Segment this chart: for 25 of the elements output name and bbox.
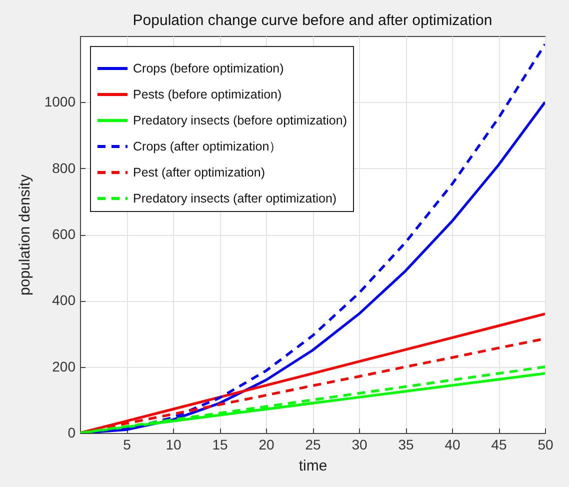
legend-label: Pests (before optimization) (133, 88, 282, 102)
x-tick-label: 45 (491, 436, 507, 452)
y-tick-label: 600 (52, 226, 76, 242)
x-tick-label: 35 (398, 436, 414, 452)
x-tick-label: 15 (212, 436, 228, 452)
x-tick-label: 20 (258, 436, 274, 452)
y-tick-label: 200 (52, 358, 76, 374)
legend-label: Predatory insects (after optimization) (133, 192, 337, 206)
legend-label: Pest (after optimization) (133, 166, 265, 180)
y-axis-title: population density (16, 174, 34, 296)
x-tick-label: 25 (305, 436, 321, 452)
chart-title: Population change curve before and after optimization (132, 12, 492, 29)
x-tick-label: 10 (166, 436, 182, 452)
x-tick-label: 40 (444, 436, 460, 452)
y-tick-label: 0 (68, 424, 76, 440)
x-tick-label: 30 (352, 436, 368, 452)
x-tick-label: 50 (538, 436, 554, 452)
legend-label: Crops (after optimization） (133, 140, 282, 154)
x-axis-title: time (298, 458, 328, 474)
y-tick-label: 800 (52, 160, 76, 176)
legend-label: Crops (before optimization) (133, 62, 284, 76)
legend-label: Predatory insects (before optimization) (133, 114, 347, 128)
y-tick-label: 1000 (44, 94, 76, 110)
x-tick-label: 5 (123, 436, 132, 452)
y-tick-label: 400 (52, 292, 76, 308)
